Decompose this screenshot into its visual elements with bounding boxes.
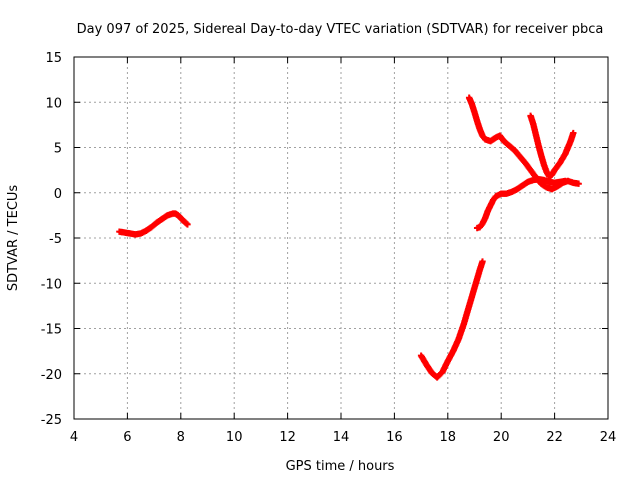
y-tick-label: 10 (45, 96, 62, 111)
x-axis-label: GPS time / hours (286, 459, 395, 474)
x-tick-label: 14 (333, 430, 350, 445)
data-point (479, 258, 486, 265)
y-tick-label: 15 (45, 51, 62, 66)
x-tick-label: 20 (493, 430, 510, 445)
y-tick-label: -15 (41, 323, 62, 338)
x-tick-label: 12 (279, 430, 296, 445)
series-1 (116, 210, 191, 238)
y-axis-label: SDTVAR / TECUs (6, 185, 21, 292)
x-tick-label: 24 (600, 430, 617, 445)
x-tick-labels: 4 6 8 10 12 14 16 18 20 22 24 (70, 430, 616, 445)
series-2 (417, 258, 486, 381)
y-tick-label: -5 (49, 232, 62, 247)
x-tick-label: 18 (440, 430, 457, 445)
grid-lines (74, 57, 608, 419)
data-point (562, 177, 569, 185)
x-tick-label: 22 (546, 430, 563, 445)
chart-title: Day 097 of 2025, Sidereal Day-to-day VTE… (77, 22, 604, 37)
y-tick-label: -25 (41, 413, 62, 428)
x-tick-label: 8 (177, 430, 185, 445)
y-tick-label: -20 (41, 368, 62, 383)
series-5 (473, 175, 569, 232)
series-3 (465, 94, 582, 193)
y-tick-label: 5 (54, 142, 62, 157)
data-points (116, 94, 582, 381)
plot-frame (73, 56, 609, 420)
y-tick-label: 0 (54, 187, 62, 202)
y-tick-labels: -25 -20 -15 -10 -5 0 5 10 15 (41, 51, 62, 428)
x-tick-label: 16 (386, 430, 403, 445)
x-tick-label: 10 (226, 430, 243, 445)
x-tick-label: 6 (123, 430, 131, 445)
series-4 (527, 112, 577, 180)
y-tick-label: -10 (41, 277, 62, 292)
data-point (575, 180, 582, 187)
data-point (184, 221, 191, 228)
data-point (570, 129, 577, 137)
x-tick-label: 4 (70, 430, 78, 445)
